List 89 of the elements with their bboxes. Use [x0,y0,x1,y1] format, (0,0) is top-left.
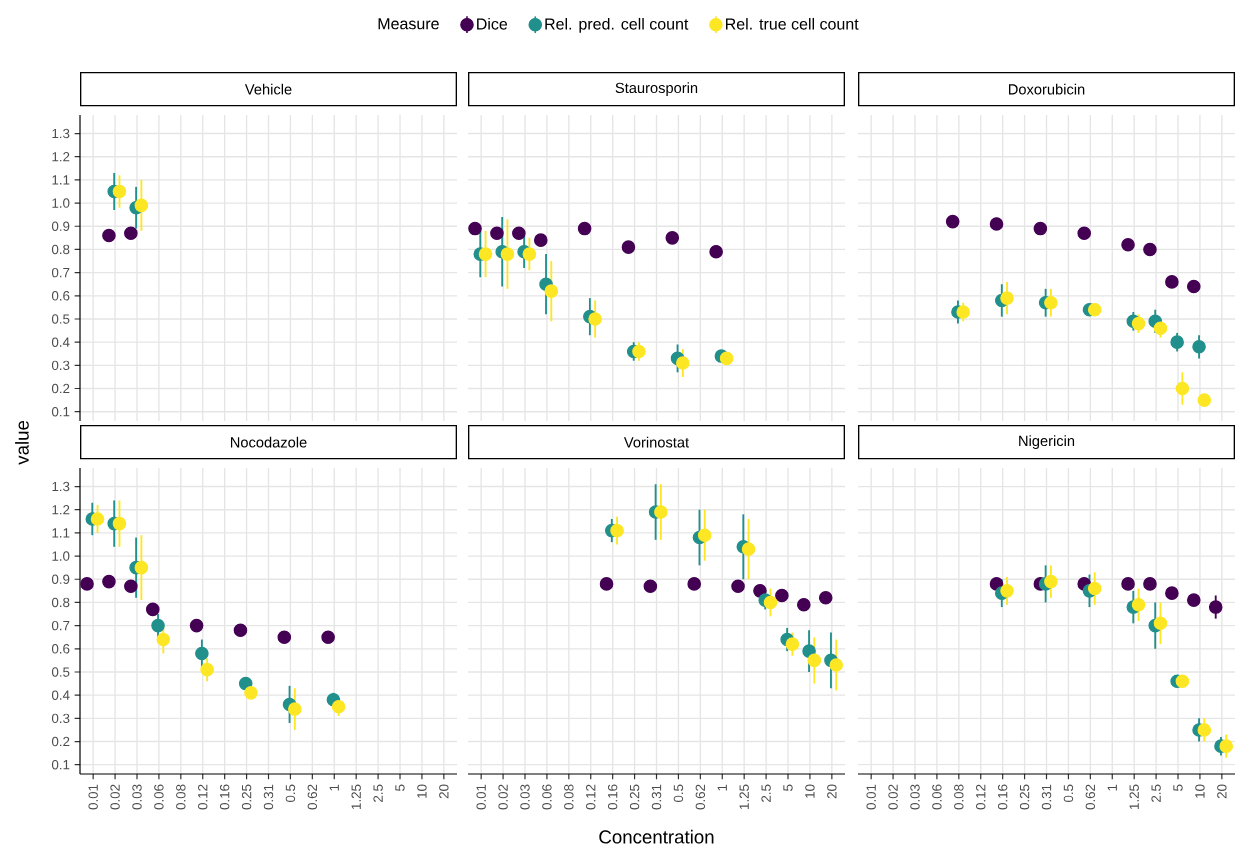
y-tick-label: 1.1 [52,528,70,538]
y-tick-label: 0.5 [51,314,70,324]
y-tick-label: 0.9 [51,574,70,584]
x-tick-label: 10 [417,784,427,798]
chart-title: Doxorubicin [1009,83,1085,95]
x-tick-label: 0.08 [176,784,186,810]
y-tick-label: 1.0 [52,198,70,208]
x-tick-label: 0.16 [997,784,1008,810]
x-tick-label: 0.02 [498,784,508,810]
x-tick-label: 0.06 [542,784,552,810]
x-tick-label: 0.02 [888,784,898,810]
y-tick-label: 0.4 [51,337,70,347]
x-tick-label: 1.25 [1129,784,1139,809]
x-tick-label: 5 [395,784,405,791]
x-tick-label: 10 [1195,784,1205,798]
y-tick-label: 0.8 [51,597,70,608]
x-tick-label: 0.16 [607,784,618,810]
x-tick-label: 5 [1173,784,1183,791]
legend-label: Rel. true cell count [726,17,859,30]
x-tick-label: 2.5 [761,784,771,802]
x-tick-label: 0.03 [520,784,530,810]
x-tick-label: 20 [439,784,449,799]
y-tick-label: 0.2 [51,736,70,747]
legend-label: Rel. pred. cell count [545,17,689,33]
x-tick-label: 0.01 [476,784,486,810]
x-tick-label: 20 [827,784,837,799]
x-tick-label: 0.31 [1041,784,1052,810]
x-axis-title: Concentration [599,829,714,844]
y-tick-label: 0.1 [51,759,70,770]
legend-label: Dice [477,17,508,30]
chart-title: Vorinostat [623,436,690,448]
x-tick-label: 0.03 [910,784,920,810]
x-tick-label: 0.5 [1063,784,1074,803]
x-tick-label: 0.12 [198,784,208,810]
y-tick-label: 0.3 [51,360,70,371]
y-tick-label: 0.8 [51,244,70,255]
x-tick-label: 1 [1107,784,1117,791]
x-tick-label: 1 [329,784,339,791]
x-tick-label: 0.5 [285,784,296,803]
x-tick-label: 0.01 [866,784,876,810]
x-tick-label: 0.08 [954,784,964,810]
chart-title: Staurosporin [615,82,698,96]
y-tick-label: 0.3 [51,713,70,724]
y-tick-label: 1.2 [52,152,70,162]
x-tick-label: 1 [717,784,727,791]
y-tick-label: 0.1 [51,406,70,417]
x-tick-label: 0.31 [651,784,662,810]
chart-title: Vehicle [244,83,292,95]
y-tick-label: 1.1 [52,175,70,185]
chart-title: Nigericin [1019,435,1075,449]
x-tick-label: 0.02 [110,784,120,810]
y-tick-label: 0.2 [51,383,70,394]
x-tick-label: 5 [783,784,793,791]
y-tick-label: 0.6 [51,291,70,301]
y-axis-title: value [15,420,29,465]
x-tick-label: 0.25 [629,784,640,810]
legend-title: Measure [378,18,439,30]
x-tick-label: 0.01 [88,784,98,810]
x-tick-label: 20 [1217,784,1227,799]
y-tick-label: 0.7 [51,267,70,278]
x-tick-label: 0.08 [564,784,574,810]
x-tick-label: 0.16 [219,784,230,810]
x-tick-label: 0.62 [695,784,706,810]
x-tick-label: 0.12 [586,784,596,810]
x-tick-label: 10 [805,784,815,798]
y-tick-label: 0.4 [51,690,70,700]
x-tick-label: 2.5 [373,784,383,802]
x-tick-label: 0.06 [154,784,164,810]
x-tick-label: 1.25 [351,784,361,809]
y-tick-label: 1.0 [52,551,70,561]
x-tick-label: 0.03 [132,784,142,810]
x-tick-label: 2.5 [1151,784,1161,802]
x-tick-label: 0.25 [1019,784,1030,810]
y-tick-label: 0.7 [51,620,70,631]
y-tick-label: 1.2 [52,505,70,515]
x-tick-label: 0.06 [932,784,942,810]
x-tick-label: 0.25 [241,784,252,810]
x-tick-label: 0.31 [263,784,274,810]
chart-title: Nocodazole [230,436,307,448]
y-tick-label: 1.3 [52,128,70,139]
y-tick-label: 1.3 [52,481,70,492]
x-tick-label: 1.25 [739,784,749,809]
y-tick-label: 0.5 [51,667,70,677]
x-tick-label: 0.12 [976,784,986,810]
x-tick-label: 0.62 [307,784,318,810]
x-tick-label: 0.5 [673,784,684,803]
x-tick-label: 0.62 [1085,784,1096,810]
y-tick-label: 0.9 [51,221,70,231]
y-tick-label: 0.6 [51,644,70,654]
